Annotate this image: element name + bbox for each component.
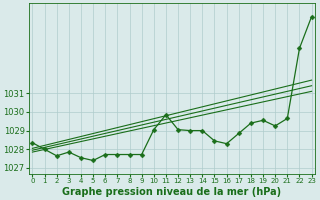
X-axis label: Graphe pression niveau de la mer (hPa): Graphe pression niveau de la mer (hPa) (62, 187, 282, 197)
